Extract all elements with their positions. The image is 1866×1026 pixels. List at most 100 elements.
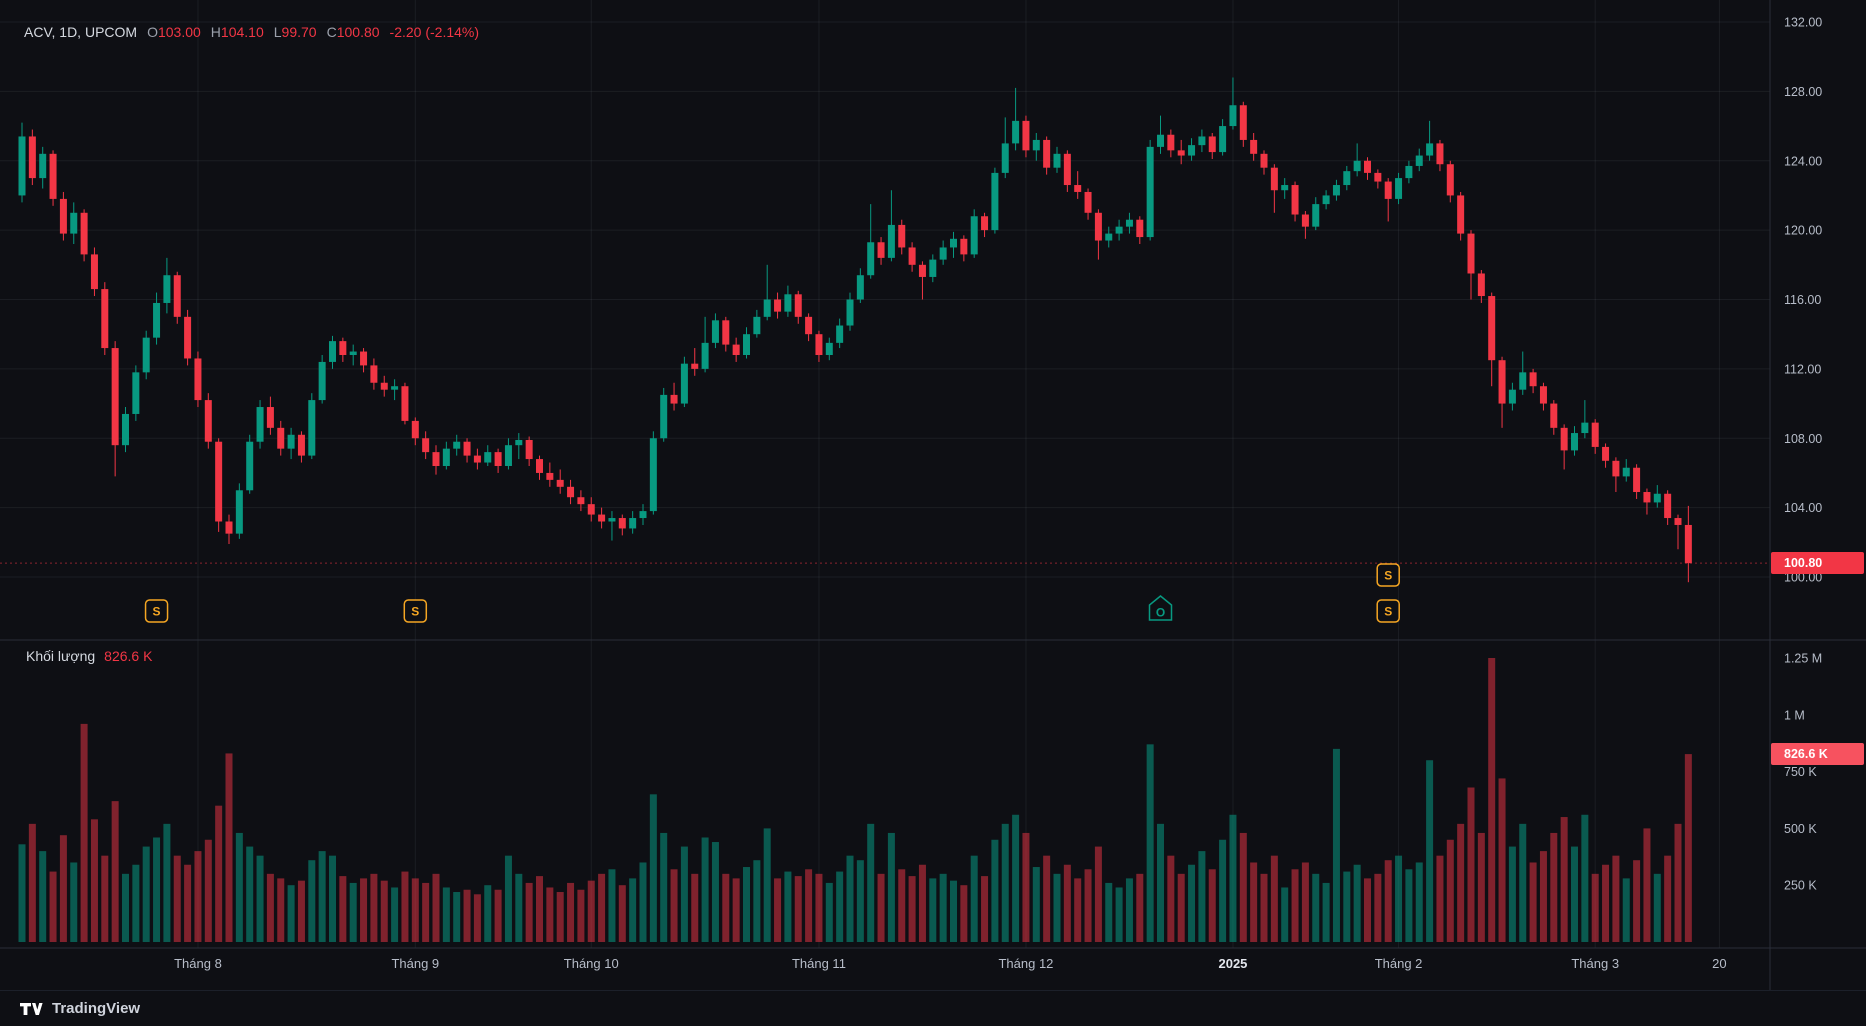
candle-body xyxy=(856,275,864,300)
volume-bar xyxy=(867,823,875,942)
volume-bar xyxy=(463,889,471,942)
candle-body xyxy=(660,394,668,439)
candle-body xyxy=(173,275,181,317)
time-axis-label: Tháng 3 xyxy=(1571,956,1619,971)
candle-body xyxy=(235,490,243,534)
volume-bar xyxy=(173,855,181,942)
volume-axis-label: 1 M xyxy=(1784,708,1805,722)
volume-bar xyxy=(1136,873,1144,942)
symbol-legend[interactable]: ACV, 1D, UPCOM O103.00 H104.10 L99.70 C100.8… xyxy=(24,24,479,40)
candle-body xyxy=(1519,372,1527,390)
tradingview-wordmark[interactable]: TradingView xyxy=(52,1000,141,1017)
volume-bar xyxy=(1684,754,1692,942)
volume-bar xyxy=(1633,860,1641,942)
low-value: 99.70 xyxy=(281,24,317,40)
candle-body xyxy=(991,172,999,231)
volume-bar xyxy=(836,871,844,942)
volume-bar xyxy=(567,882,575,942)
volume-bar xyxy=(266,873,274,942)
candle-body xyxy=(204,400,212,442)
volume-bar xyxy=(732,878,740,942)
candle-body xyxy=(815,334,823,355)
volume-bar xyxy=(1291,869,1299,942)
candle-body xyxy=(701,342,709,369)
volume-bar xyxy=(629,878,637,942)
volume-bar xyxy=(753,860,761,942)
candle-body xyxy=(1167,134,1175,151)
volume-bar xyxy=(432,873,440,942)
volume-bar xyxy=(1343,871,1351,942)
volume-bar xyxy=(856,860,864,942)
candle-body xyxy=(1022,120,1030,151)
volume-bar xyxy=(1281,887,1289,942)
candle-body xyxy=(1353,160,1361,172)
volume-bar xyxy=(608,869,616,942)
volume-bar xyxy=(960,885,968,942)
candle-body xyxy=(1219,126,1227,153)
volume-bar xyxy=(453,892,461,942)
volume-bar xyxy=(1508,846,1516,942)
volume-bar xyxy=(504,855,512,942)
volume-bar xyxy=(908,876,916,942)
candle-body xyxy=(1384,181,1392,199)
close-label: C xyxy=(326,24,337,40)
volume-bar xyxy=(577,889,585,942)
candle-body xyxy=(1198,136,1206,146)
price-axis-label: 124.00 xyxy=(1784,154,1822,168)
candle-body xyxy=(1188,145,1196,156)
volume-bar xyxy=(1022,832,1030,942)
candle-body xyxy=(805,316,813,335)
candle-body xyxy=(370,365,378,383)
candle-body xyxy=(960,238,968,255)
volume-bar xyxy=(587,880,595,942)
candle-body xyxy=(1270,167,1278,191)
candle-body xyxy=(1208,136,1216,153)
candle-body xyxy=(80,212,88,255)
candle-body xyxy=(1084,191,1092,213)
candle-body xyxy=(1581,422,1589,434)
volume-bar xyxy=(1332,748,1340,942)
candle-body xyxy=(970,216,978,255)
candle-body xyxy=(763,299,771,317)
candle-body xyxy=(1477,273,1485,297)
volume-bar xyxy=(1146,744,1154,942)
trade-marker-s[interactable] xyxy=(144,599,169,623)
volume-bar xyxy=(805,869,813,942)
volume-bar xyxy=(1446,839,1454,942)
time-axis-label: Tháng 9 xyxy=(391,956,439,971)
volume-bar xyxy=(1539,851,1547,942)
volume-bar xyxy=(1084,869,1092,942)
volume-legend[interactable]: Khối lượng 826.6 K xyxy=(26,648,152,664)
volume-bar xyxy=(701,837,709,942)
time-axis-label: 2025 xyxy=(1218,956,1247,971)
trade-marker-s[interactable] xyxy=(1376,599,1400,623)
time-axis-label: Tháng 12 xyxy=(998,956,1053,971)
volume-bar xyxy=(1529,862,1537,942)
volume-bar xyxy=(142,846,150,942)
candlestick-volume-chart[interactable]: S S O S S Tháng 8 Tháng 9 Tháng 10 Tháng 11 Tháng… xyxy=(0,0,1866,990)
volume-axis-label: 250 K xyxy=(1784,879,1817,893)
price-axis-label: 112.00 xyxy=(1784,362,1821,376)
trade-marker-s[interactable] xyxy=(1376,563,1400,587)
volume-bar xyxy=(1053,873,1061,942)
candle-body xyxy=(1550,403,1558,428)
tradingview-logo-icon[interactable] xyxy=(18,999,44,1019)
volume-bar xyxy=(339,876,347,942)
volume-bar xyxy=(711,842,719,942)
volume-bar xyxy=(111,801,119,942)
candle-body xyxy=(432,452,440,466)
candle-body xyxy=(1488,296,1496,361)
candle-body xyxy=(670,394,678,404)
volume-bar xyxy=(660,832,668,942)
candle-body xyxy=(266,407,274,428)
candle-body xyxy=(184,316,192,359)
candle-body xyxy=(484,452,492,463)
volume-bar xyxy=(1374,873,1382,942)
candle-body xyxy=(1312,204,1320,227)
candle-body xyxy=(929,259,937,277)
trade-marker-o[interactable] xyxy=(1148,595,1173,621)
price-axis-label: 116.00 xyxy=(1784,293,1821,307)
volume-bar xyxy=(360,878,368,942)
symbol-title[interactable]: ACV, 1D, UPCOM xyxy=(24,24,138,40)
trade-marker-s[interactable] xyxy=(403,599,428,623)
